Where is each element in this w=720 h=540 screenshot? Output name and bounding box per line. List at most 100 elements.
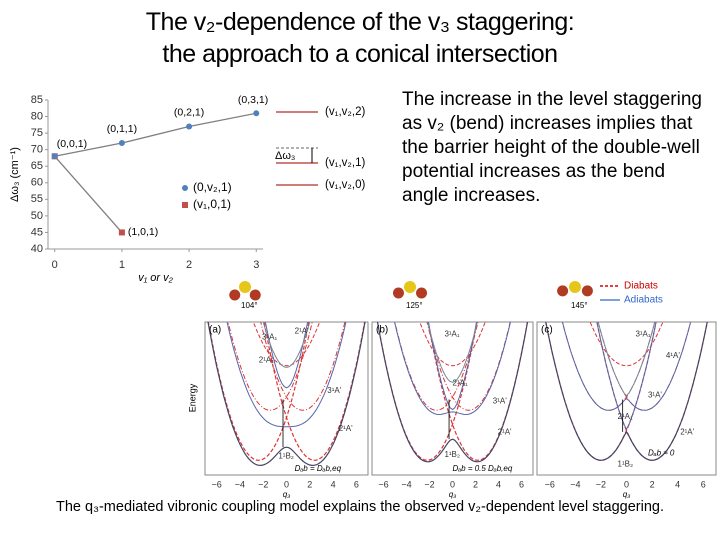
- state-label: 3¹A₁: [262, 332, 277, 341]
- curve: [545, 322, 708, 461]
- legend-label: (v₁,0,1): [193, 197, 231, 211]
- curve: [561, 322, 692, 411]
- atom-o: [581, 285, 593, 297]
- curve: [264, 322, 309, 389]
- curve: [262, 322, 311, 368]
- state-label: 2¹A': [680, 427, 694, 436]
- x-tick-label: −2: [258, 479, 268, 489]
- x-tick-label: 4: [331, 479, 336, 489]
- x-tick-label: 0: [450, 479, 455, 489]
- atom-s: [569, 281, 581, 293]
- x-tick-label: 2: [186, 259, 192, 271]
- curves: [207, 322, 366, 467]
- x-tick-label: −4: [570, 479, 580, 489]
- legend-marker: [182, 202, 188, 208]
- x-tick-label: 2: [650, 479, 655, 489]
- x-tick-label: 0: [284, 479, 289, 489]
- point: [118, 140, 125, 147]
- state-label: 2¹A': [339, 424, 353, 433]
- atom-s: [404, 281, 416, 293]
- curve: [426, 322, 511, 411]
- series-line: [54, 112, 257, 157]
- x-tick-label: 0: [52, 259, 58, 271]
- x-tick-label: 3: [253, 259, 259, 271]
- series-line: [54, 155, 123, 233]
- curve: [596, 322, 708, 461]
- x-tick-label: 2: [307, 479, 312, 489]
- state-label: 2¹A₁: [618, 412, 633, 421]
- x-tick-label: −6: [212, 479, 222, 489]
- x-axis-label: q₃: [449, 490, 457, 499]
- state-label: 2¹A': [498, 427, 512, 436]
- curve: [596, 322, 657, 431]
- body-text: The increase in the level staggering as …: [402, 89, 702, 206]
- angle-label: 125°: [406, 301, 423, 310]
- panel-note: Dₐb ≈ 0: [648, 449, 675, 458]
- x-axis-label: v₁ or v₂: [138, 272, 173, 284]
- point-label: (0,1,1): [107, 123, 137, 135]
- y-tick-label: 80: [31, 110, 43, 122]
- curve: [394, 322, 511, 416]
- state-label: 3¹A': [493, 397, 507, 406]
- title-line-1: The v₂-dependence of the v₃ staggering:: [145, 8, 575, 36]
- delta-label: Δω₃: [275, 150, 295, 162]
- curve: [260, 322, 346, 411]
- state-label: 1¹B₂: [444, 450, 460, 459]
- angle-label: 145°: [571, 301, 588, 310]
- panel-note: Dₐb = 0.5 Dₐb,eq: [453, 464, 513, 473]
- x-tick-label: 0: [624, 479, 629, 489]
- atom-s: [239, 281, 251, 293]
- x-tick-label: −4: [235, 479, 245, 489]
- point-label: (0,0,1): [57, 138, 87, 150]
- legend-diabat-label: Diabats: [624, 281, 658, 292]
- state-label: 3¹A₁: [635, 329, 650, 338]
- x-tick-label: −2: [424, 479, 434, 489]
- curve: [226, 322, 347, 428]
- curves: [376, 322, 529, 463]
- y-tick-label: 40: [31, 243, 43, 255]
- title-line-2: the approach to a conical intersection: [162, 40, 558, 68]
- curve: [207, 322, 310, 461]
- state-label: 2¹A₁: [259, 355, 274, 364]
- x-tick-label: 4: [675, 479, 680, 489]
- y-axis-label: Δω₃ (cm⁻¹): [9, 147, 21, 202]
- curve: [597, 322, 692, 411]
- curve: [394, 322, 479, 411]
- curve: [427, 322, 478, 383]
- state-label: 2¹A₁: [453, 378, 468, 387]
- level-label: (v₁,v₂,0): [325, 179, 365, 191]
- y-tick-label: 55: [31, 193, 43, 205]
- x-tick-label: 4: [496, 479, 501, 489]
- y-tick-label: 45: [31, 226, 43, 238]
- state-label: 3¹A': [648, 391, 662, 400]
- panel-label: (b): [376, 325, 388, 336]
- caption: The q₃-mediated vibronic coupling model …: [55, 499, 664, 515]
- curve: [252, 322, 321, 367]
- panel-frame: [371, 321, 534, 476]
- angle-label: 104°: [241, 301, 258, 310]
- legend-label: (0,v₂,1): [193, 180, 232, 194]
- atom-o: [229, 289, 241, 301]
- curve: [376, 322, 529, 463]
- point-label: (1,0,1): [128, 226, 158, 238]
- x-tick-label: −6: [545, 479, 555, 489]
- atom-o: [392, 287, 404, 299]
- atom-o: [416, 287, 428, 299]
- y-tick-label: 60: [31, 177, 43, 189]
- y-tick-label: 75: [31, 127, 43, 139]
- state-label: 1¹B₂: [618, 459, 634, 468]
- curve: [427, 322, 478, 411]
- panel-label: (c): [541, 325, 553, 336]
- x-tick-label: 6: [354, 479, 359, 489]
- curves: [545, 322, 708, 461]
- x-tick-label: −6: [378, 479, 388, 489]
- curve: [427, 322, 529, 461]
- curve: [207, 322, 366, 467]
- y-tick-label: 65: [31, 160, 43, 172]
- x-tick-label: 1: [119, 259, 125, 271]
- curve: [597, 322, 656, 397]
- x-tick-label: −2: [596, 479, 606, 489]
- point-label: (0,3,1): [238, 94, 268, 106]
